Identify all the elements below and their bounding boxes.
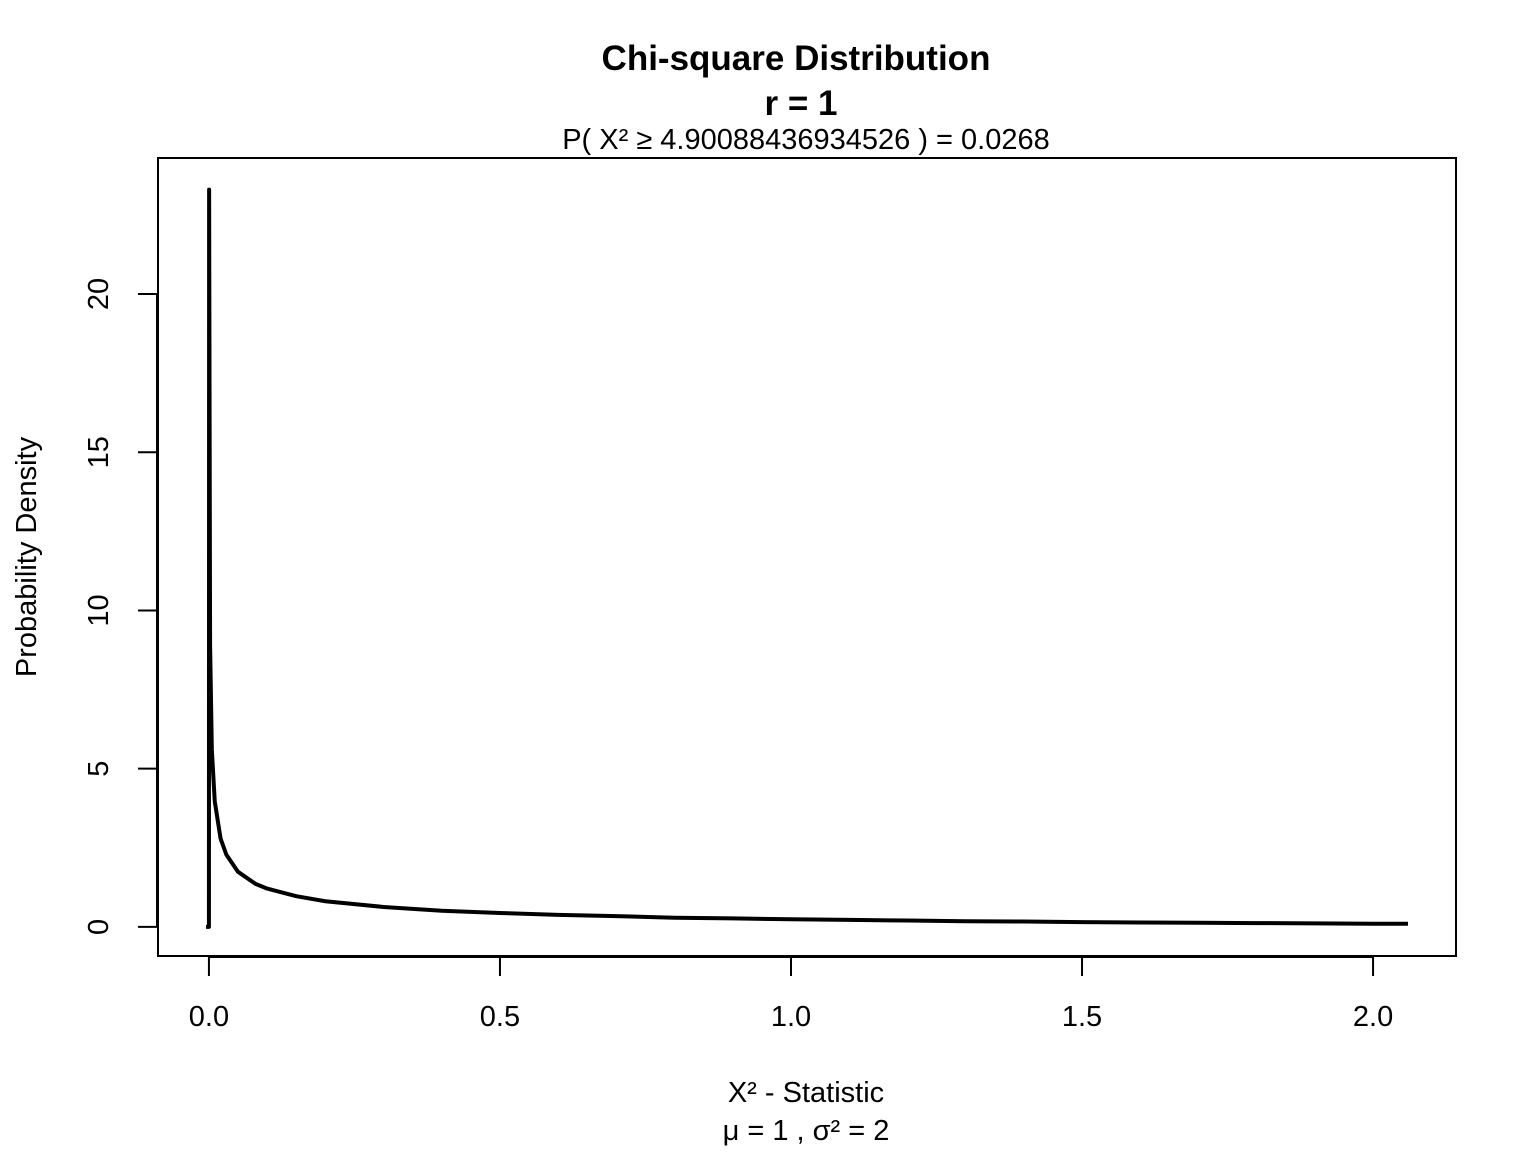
chart-subtitle: r = 1	[765, 84, 838, 123]
y-tick-label: 0	[83, 919, 115, 935]
x-axis-sublabel: μ = 1 , σ² = 2	[723, 1115, 890, 1147]
y-axis: 0 5 10 15 20	[83, 278, 158, 935]
y-tick-label: 15	[83, 436, 115, 468]
y-tick-label: 10	[83, 594, 115, 626]
x-tick-label: 1.5	[1062, 1001, 1102, 1033]
plot-frame	[157, 157, 1457, 957]
x-tick-label: 0.0	[189, 1001, 229, 1033]
density-curve	[204, 187, 1408, 929]
y-tick-label: 20	[83, 278, 115, 310]
x-tick-label: 2.0	[1353, 1001, 1393, 1033]
y-tick-label: 5	[83, 761, 115, 777]
x-axis-label: X² - Statistic	[728, 1077, 884, 1109]
chart-title: Chi-square Distribution	[602, 39, 991, 78]
x-axis: 0.0 0.5 1.0 1.5 2.0	[189, 956, 1393, 1033]
x-tick-label: 1.0	[771, 1001, 811, 1033]
x-tick-label: 0.5	[480, 1001, 520, 1033]
probability-label: P( X² ≥ 4.90088436934526 ) = 0.0268	[562, 124, 1050, 156]
y-axis-label: Probability Density	[11, 436, 43, 677]
